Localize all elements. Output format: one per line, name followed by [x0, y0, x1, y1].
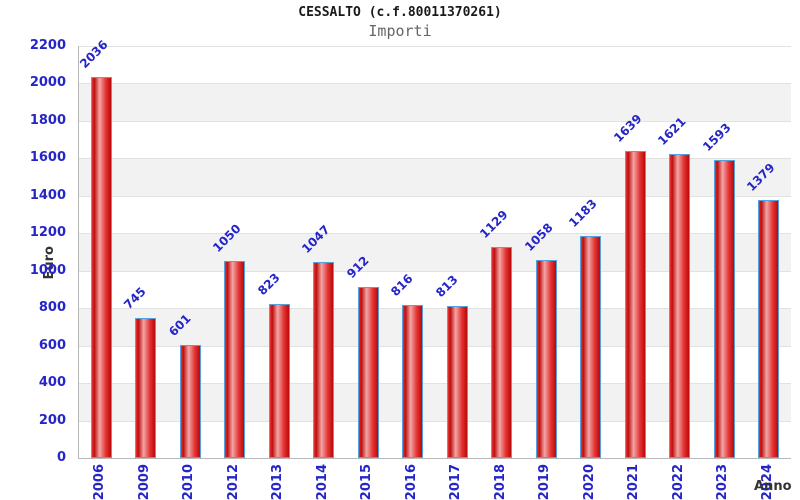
chart-title: CESSALTO (c.f.80011370261): [298, 5, 502, 20]
y-tick-label: 600: [38, 337, 66, 353]
bar-2017: [446, 305, 468, 458]
x-tick-label: 2020: [581, 464, 597, 500]
y-tick-label: 400: [38, 375, 66, 391]
x-tick-label: 2012: [225, 464, 241, 500]
bar-2018: [491, 246, 513, 458]
bar-2022: [669, 154, 691, 458]
x-tick-label: 2006: [92, 464, 108, 500]
grid-band: [79, 120, 791, 159]
x-tick-label: 2018: [492, 464, 508, 500]
y-tick-label: 0: [56, 450, 66, 465]
bar-2019: [535, 259, 557, 458]
bar-2024: [758, 199, 780, 458]
x-tick-label: 2010: [181, 464, 197, 500]
bar-2013: [268, 303, 290, 458]
bar-2014: [313, 261, 335, 458]
bar-2021: [624, 151, 646, 458]
bar-2020: [580, 236, 602, 458]
grid-band: [79, 46, 791, 84]
bar-2023: [713, 159, 735, 458]
y-tick-label: 1200: [29, 225, 66, 241]
y-tick-label: 2200: [29, 38, 66, 53]
y-tick-label: 2000: [29, 75, 66, 91]
x-tick-label: 2019: [537, 464, 553, 500]
x-tick-label: 2015: [359, 464, 375, 500]
plot-area: 2036 745 601 1050 823 1047 912 816 813 1129 1058 11…: [77, 37, 791, 459]
x-tick-label: 2014: [314, 464, 330, 500]
x-tick-label: 2023: [715, 464, 731, 500]
bar-2009: [135, 318, 157, 458]
bar-2016: [402, 305, 424, 458]
grid-band: [79, 83, 791, 121]
x-tick-label: 2021: [626, 464, 642, 500]
y-tick-label: 1000: [29, 262, 66, 278]
y-tick-label: 1800: [29, 112, 66, 128]
x-tick-label: 2022: [670, 464, 686, 500]
x-tick-label: 2009: [136, 464, 152, 500]
x-tick-label: 2016: [403, 464, 419, 500]
y-tick-label: 200: [38, 412, 66, 428]
bar-2012: [224, 261, 246, 458]
bar-2015: [357, 287, 379, 458]
y-axis-ticks: 0 200 400 600 800 1000 1200 1400 1600 1800 2000 220…: [20, 38, 72, 465]
y-tick-label: 1400: [29, 187, 66, 203]
x-axis-title: Anno: [754, 479, 792, 494]
bar-2010: [179, 345, 201, 458]
chart-subtitle: Importi: [368, 22, 432, 40]
y-tick-label: 800: [38, 300, 66, 316]
y-tick-label: 1600: [29, 150, 66, 166]
x-axis-ticks: 2006 2009 2010 2012 2013 2014 2015 2016 2017 2018…: [78, 461, 790, 500]
x-tick-label: 2013: [270, 464, 286, 500]
x-tick-label: 2017: [448, 464, 464, 500]
bar-2006: [90, 76, 112, 458]
